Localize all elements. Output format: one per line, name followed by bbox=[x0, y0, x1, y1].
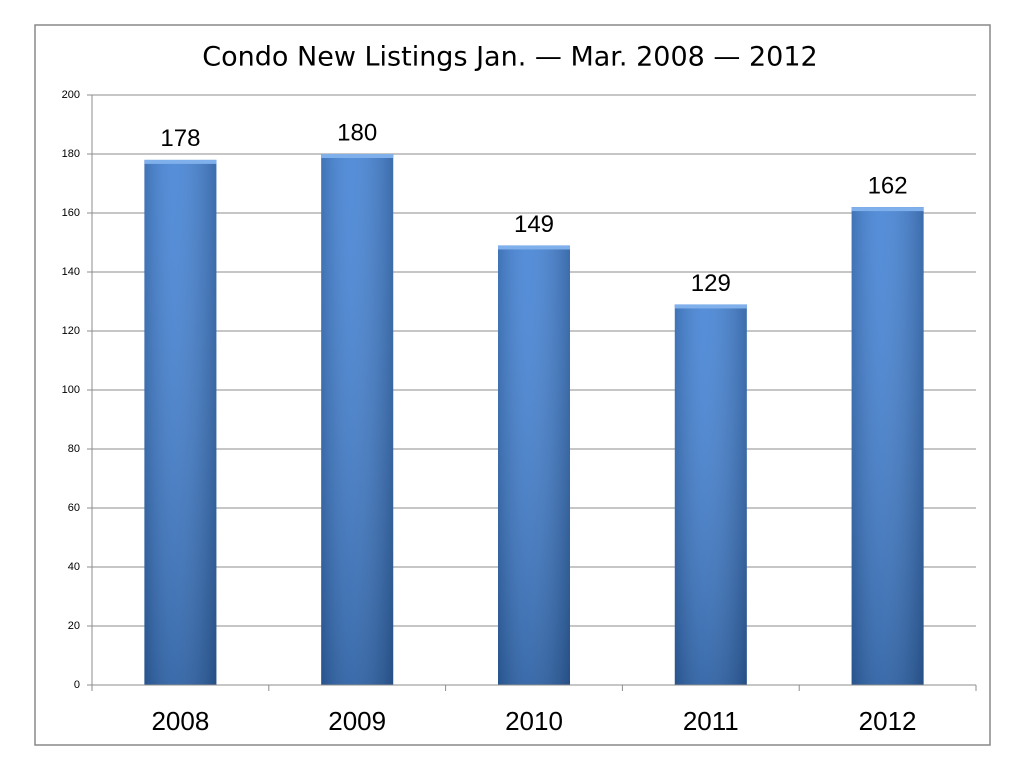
y-tick-label: 100 bbox=[62, 384, 80, 396]
value-label: 149 bbox=[514, 211, 554, 238]
y-tick-label: 120 bbox=[62, 325, 80, 337]
bar-cap bbox=[851, 207, 924, 212]
y-tick-label: 200 bbox=[62, 89, 80, 101]
y-tick-label: 140 bbox=[62, 266, 80, 278]
bar-side bbox=[321, 154, 394, 685]
value-label: 178 bbox=[160, 125, 200, 152]
value-label: 162 bbox=[868, 172, 908, 199]
y-tick-label: 160 bbox=[62, 207, 80, 219]
bar-cap bbox=[144, 159, 217, 164]
bar-side bbox=[498, 245, 570, 685]
x-tick-label: 2010 bbox=[505, 706, 563, 736]
y-tick-label: 60 bbox=[68, 502, 80, 514]
value-label: 180 bbox=[337, 119, 377, 146]
y-tick-label: 40 bbox=[68, 561, 80, 573]
bar-side bbox=[144, 159, 217, 685]
bar-cap bbox=[498, 245, 570, 250]
y-tick-label: 20 bbox=[68, 620, 80, 632]
chart-title: Condo New Listings Jan. — Mar. 2008 — 20… bbox=[202, 42, 817, 73]
x-tick-label: 2012 bbox=[859, 706, 917, 736]
bar-cap bbox=[321, 154, 394, 158]
value-label: 129 bbox=[691, 270, 731, 297]
y-tick-label: 0 bbox=[74, 679, 80, 691]
x-tick-label: 2009 bbox=[328, 706, 386, 736]
x-tick-label: 2011 bbox=[683, 706, 739, 736]
bar-side bbox=[851, 207, 924, 685]
bar-side bbox=[674, 304, 747, 685]
y-tick-label: 80 bbox=[68, 443, 80, 455]
y-tick-label: 180 bbox=[62, 148, 80, 160]
bar-cap bbox=[674, 304, 747, 309]
x-tick-label: 2008 bbox=[151, 706, 209, 736]
